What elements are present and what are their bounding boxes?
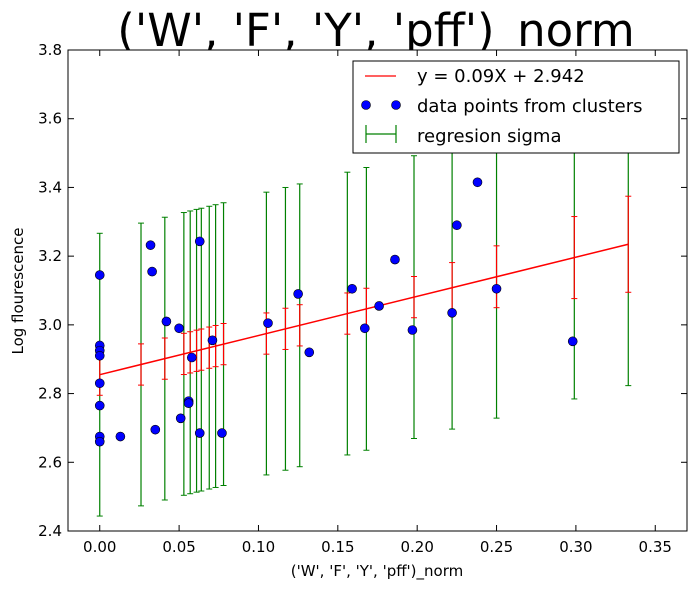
data-points [94, 177, 578, 447]
chart-title: ('W', 'F', 'Y', 'pff')_norm [117, 4, 634, 57]
y-tick-label-5: 3.4 [38, 178, 62, 196]
x-tick-label-6: 0.30 [559, 538, 592, 556]
x-tick-label-5: 0.25 [480, 538, 513, 556]
y-tick-label-3: 3.0 [38, 316, 62, 334]
data-point-32 [472, 177, 483, 188]
data-point-31 [452, 220, 462, 231]
data-point-0 [94, 270, 105, 280]
legend-point-swatch-left [361, 100, 371, 110]
data-point-3 [94, 350, 105, 361]
fit-line-group [99, 243, 629, 376]
legend-sigma-label: regresion sigma [417, 126, 561, 147]
data-point-17 [187, 352, 197, 363]
legend-point-swatch-right [391, 100, 401, 110]
legend-fit-label: y = 0.09X + 2.942 [417, 66, 585, 87]
data-point-22 [263, 318, 273, 328]
data-point-30 [447, 308, 457, 318]
x-tick-label-3: 0.15 [321, 538, 354, 556]
data-point-20 [207, 335, 218, 346]
x-tick-label-7: 0.35 [639, 538, 672, 556]
x-axis-label: ('W', 'F', 'Y', 'pff')_norm [291, 562, 463, 581]
data-point-7 [94, 436, 105, 447]
data-point-4 [94, 378, 105, 389]
y-tick-label-7: 3.8 [38, 41, 62, 59]
regression-fit-line [99, 243, 629, 376]
legend: y = 0.09X + 2.942 data points from clust… [352, 60, 680, 154]
data-point-12 [161, 316, 172, 327]
legend-box [352, 60, 680, 154]
data-point-28 [390, 254, 400, 265]
data-point-25 [347, 283, 357, 294]
y-axis-label: Log flourescence [9, 227, 27, 354]
data-point-14 [175, 413, 186, 424]
data-point-5 [94, 400, 105, 411]
data-point-21 [217, 428, 227, 438]
data-point-9 [145, 240, 156, 250]
data-point-13 [174, 323, 184, 334]
data-point-23 [293, 289, 303, 299]
data-point-16 [183, 398, 194, 408]
data-point-18 [194, 236, 205, 247]
legend-points-label: data points from clusters [417, 96, 642, 117]
x-tick-label-1: 0.05 [162, 538, 195, 556]
x-tick-label-2: 0.10 [242, 538, 275, 556]
x-tick-label-4: 0.20 [400, 538, 433, 556]
y-tick-label-6: 3.6 [38, 110, 62, 128]
data-point-33 [491, 283, 502, 294]
data-point-10 [147, 266, 157, 277]
data-point-34 [567, 336, 578, 347]
data-point-27 [374, 301, 384, 311]
data-point-26 [360, 323, 370, 334]
y-tick-label-4: 3.2 [38, 247, 62, 265]
y-tick-label-0: 2.4 [38, 522, 62, 540]
axis-ticks: 0.00 0.05 0.10 0.15 0.20 0.25 0.30 0.35 2.4 2.6 2.… [38, 41, 687, 556]
data-point-8 [115, 431, 126, 442]
y-tick-label-1: 2.6 [38, 453, 62, 471]
plot-frame [67, 49, 688, 532]
data-point-29 [407, 325, 418, 335]
data-point-19 [194, 428, 205, 438]
data-point-11 [150, 424, 161, 435]
x-tick-label-0: 0.00 [83, 538, 116, 556]
y-tick-label-2: 2.8 [38, 385, 62, 403]
data-point-24 [304, 347, 315, 358]
